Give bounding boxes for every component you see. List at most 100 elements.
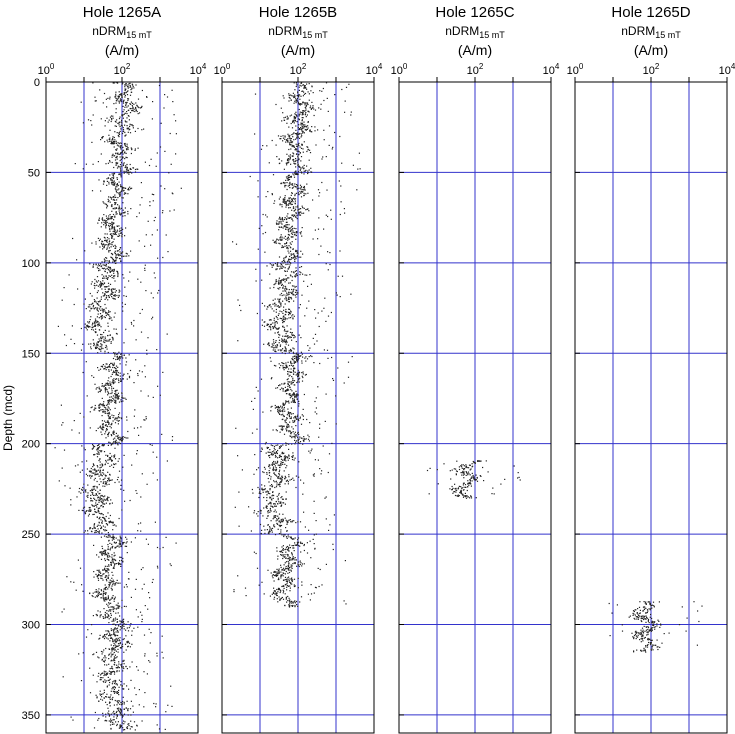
data-point [94,474,96,476]
data-point [154,216,156,218]
data-point [279,349,281,351]
data-point [100,283,102,285]
data-point [105,369,107,371]
data-point [275,340,277,342]
data-point [116,369,118,372]
data-point [99,313,102,315]
data-point [103,180,105,182]
data-point [123,605,125,607]
data-point [264,231,267,234]
data-point [105,407,107,409]
data-point [116,692,118,694]
data-point [287,373,289,375]
data-point [96,525,98,527]
data-point [107,421,109,423]
data-point [278,198,280,200]
data-point [107,218,109,220]
data-point [122,127,124,129]
panel-frame [45,81,199,734]
data-point [104,389,106,391]
data-point [106,348,108,350]
data-point [113,642,115,644]
data-point [99,346,101,348]
data-point [323,139,325,141]
data-point [144,264,146,266]
data-point [109,283,112,285]
data-point [122,202,124,204]
data-point [95,651,98,653]
data-point [341,88,343,91]
data-point [106,184,108,186]
data-point [122,624,124,626]
data-point [98,591,100,593]
data-point [99,499,101,502]
data-point [116,441,118,443]
data-point [302,84,305,86]
data-point [104,291,107,293]
data-point [110,243,112,245]
data-point [280,236,282,238]
data-point [129,271,131,273]
data-point [113,275,115,277]
data-point [106,499,109,501]
data-point [299,113,301,115]
data-point [281,263,283,265]
data-point [92,513,94,516]
data-point [287,361,289,363]
data-point [91,531,93,533]
data-point [80,349,83,351]
data-point [101,504,103,507]
data-point [110,628,112,630]
data-point [300,147,303,149]
data-point [289,313,292,315]
data-point [292,314,294,316]
data-point [308,83,310,85]
data-point [95,531,97,533]
data-point [280,318,283,320]
data-point [119,145,121,147]
data-point [112,721,114,724]
data-point [125,192,127,195]
data-point [117,624,119,626]
data-point [76,496,78,498]
data-point [121,114,123,116]
data-point [98,530,101,532]
data-point [99,470,102,472]
data-point [292,173,294,175]
data-point [101,527,103,529]
data-point [124,286,126,288]
data-point [357,168,359,170]
data-point [101,409,103,411]
data-point [270,410,272,412]
data-point [104,346,107,349]
data-point [300,196,303,198]
data-point [99,425,102,427]
data-point [106,599,108,601]
data-point [113,628,115,630]
data-point [121,119,123,121]
data-point [291,192,293,194]
data-point [82,507,85,509]
data-point [108,226,110,228]
data-point [97,595,99,597]
data-point [295,249,297,251]
data-point [264,321,266,323]
data-point [131,110,133,112]
data-point [140,281,142,283]
data-point [105,630,107,632]
data-point [115,463,117,465]
data-point [110,396,113,398]
data-point [279,388,281,391]
data-point [279,265,281,267]
data-point [110,637,112,639]
data-point [114,407,116,409]
data-point [284,270,286,272]
data-point [110,268,112,270]
data-point [103,214,105,216]
data-point [122,638,124,641]
data-point [273,310,275,312]
data-point [170,564,172,567]
data-point [291,218,293,220]
data-point [122,102,125,104]
data-point [102,411,104,413]
